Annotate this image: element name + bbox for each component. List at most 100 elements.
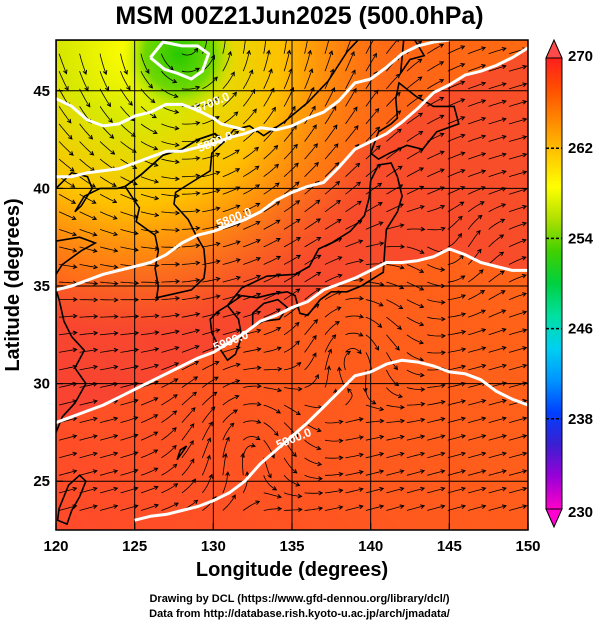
streamline-arrow xyxy=(270,453,275,459)
streamline-arrow xyxy=(109,134,115,139)
streamline xyxy=(345,260,363,265)
streamline-arrow xyxy=(501,99,507,105)
streamline xyxy=(468,400,486,406)
streamline xyxy=(79,366,98,371)
streamline xyxy=(324,506,343,511)
streamline xyxy=(447,201,464,213)
streamline xyxy=(263,422,279,436)
streamline xyxy=(58,106,72,124)
streamline xyxy=(79,123,93,140)
streamline-arrow xyxy=(296,362,302,367)
streamline xyxy=(447,505,466,511)
streamline-arrow xyxy=(189,423,195,428)
streamline xyxy=(202,97,219,107)
streamline-arrow xyxy=(72,264,78,269)
streamline xyxy=(222,168,240,178)
coastline xyxy=(56,236,98,276)
streamline-arrow xyxy=(134,330,140,336)
streamline-arrow xyxy=(274,182,280,188)
streamline-arrow xyxy=(275,237,281,243)
streamline-arrow xyxy=(378,302,384,307)
streamline-arrow xyxy=(460,45,466,50)
streamline xyxy=(222,276,241,283)
streamline xyxy=(120,123,136,137)
streamline-arrow xyxy=(113,314,119,319)
streamline xyxy=(427,205,445,213)
streamline xyxy=(345,107,358,125)
streamline-arrow xyxy=(92,504,98,509)
streamline xyxy=(79,383,97,388)
streamline xyxy=(243,221,260,230)
streamline xyxy=(488,135,506,142)
streamline-arrow xyxy=(379,434,385,440)
streamline-arrow xyxy=(234,130,240,136)
streamline xyxy=(468,417,486,423)
streamline xyxy=(59,315,77,318)
streamline xyxy=(120,315,139,318)
streamline-arrow xyxy=(256,383,262,389)
streamline xyxy=(447,99,465,107)
streamline-arrow xyxy=(501,135,507,140)
streamline xyxy=(263,107,276,125)
streamline-arrow xyxy=(315,199,321,205)
streamline xyxy=(284,362,301,371)
streamline xyxy=(243,329,261,336)
streamline xyxy=(79,158,95,172)
streamline-arrow xyxy=(358,314,365,319)
streamline-arrow xyxy=(189,439,194,445)
colorbar-gradient xyxy=(545,57,563,510)
streamline xyxy=(120,88,133,106)
streamline-arrow xyxy=(72,434,78,439)
y-axis-ticks: 25 30 35 40 45 xyxy=(33,83,63,490)
streamline-arrow xyxy=(441,333,446,339)
streamline xyxy=(181,361,199,371)
streamline xyxy=(345,200,362,213)
streamline xyxy=(468,364,486,371)
streamline xyxy=(406,470,425,476)
streamline-arrow xyxy=(440,267,446,272)
streamline-arrow xyxy=(256,401,262,407)
streamline-arrow xyxy=(112,215,118,220)
streamline-arrow xyxy=(522,469,528,474)
streamline-arrow xyxy=(439,96,445,102)
streamline-arrow xyxy=(420,417,426,423)
streamline xyxy=(79,176,96,188)
streamline-arrow xyxy=(337,256,343,261)
streamline-arrow xyxy=(356,200,362,206)
streamline-arrow xyxy=(71,215,77,220)
streamline xyxy=(427,151,444,160)
streamline xyxy=(59,470,77,476)
streamline-arrow xyxy=(175,159,180,165)
streamline-arrow xyxy=(400,404,405,410)
streamline xyxy=(99,246,118,252)
streamline xyxy=(386,110,401,125)
streamline-arrow xyxy=(400,418,406,424)
streamline-arrow xyxy=(153,397,159,402)
streamline-arrow xyxy=(501,203,507,208)
streamline-arrow xyxy=(400,244,406,249)
streamline-arrow xyxy=(113,248,119,253)
streamline xyxy=(508,118,527,125)
streamline-arrow xyxy=(336,306,342,311)
streamline-arrow xyxy=(113,434,119,439)
streamline-arrow xyxy=(248,69,254,75)
streamline xyxy=(181,86,200,90)
streamline xyxy=(386,92,401,107)
streamline-arrow xyxy=(439,132,445,137)
streamline-arrow xyxy=(396,110,402,115)
streamline-arrow xyxy=(419,339,424,345)
streamline xyxy=(509,470,527,476)
streamline-arrow xyxy=(359,295,365,301)
streamline-arrow xyxy=(191,478,197,484)
streamline-arrow xyxy=(174,346,180,351)
coastline xyxy=(56,474,87,526)
streamline xyxy=(447,134,465,142)
streamline xyxy=(100,281,118,285)
streamline-arrow xyxy=(480,290,486,295)
streamline-arrow xyxy=(397,128,402,134)
streamline-arrow xyxy=(501,381,507,386)
streamline xyxy=(508,239,526,248)
streamline xyxy=(161,297,180,300)
streamline-arrow xyxy=(175,210,181,216)
streamline-arrow xyxy=(215,294,221,299)
